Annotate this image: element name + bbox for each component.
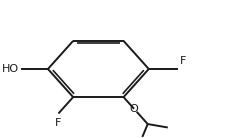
Text: O: O bbox=[129, 104, 138, 114]
Text: HO: HO bbox=[1, 64, 18, 74]
Text: F: F bbox=[180, 56, 186, 66]
Text: F: F bbox=[55, 118, 61, 128]
